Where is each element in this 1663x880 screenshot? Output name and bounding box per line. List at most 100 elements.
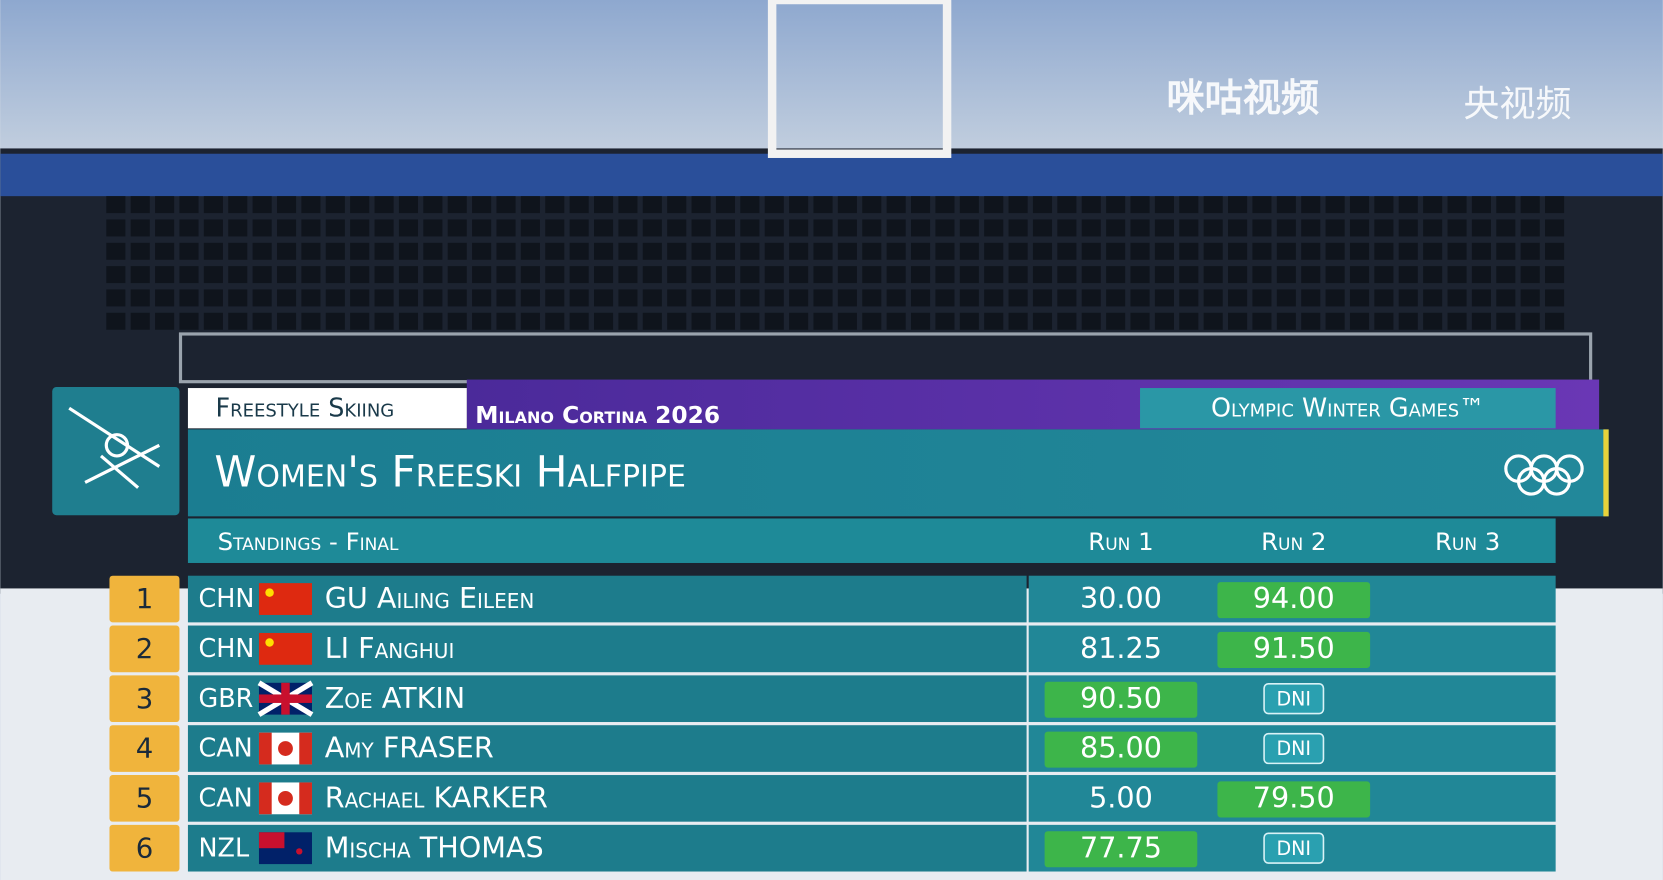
flag-canton — [258, 832, 285, 849]
seat — [447, 242, 467, 260]
seat — [1130, 312, 1150, 330]
score: 77.75 — [1080, 830, 1162, 864]
seat — [423, 266, 443, 284]
seat — [1301, 289, 1321, 307]
seat — [1228, 289, 1248, 307]
seat — [813, 196, 833, 214]
rank-box — [109, 725, 180, 772]
seat — [959, 196, 979, 214]
dni-badge — [1263, 683, 1325, 715]
seat — [1008, 242, 1028, 260]
seat — [1154, 219, 1174, 237]
seat — [911, 266, 931, 284]
seat — [1496, 266, 1516, 284]
seat — [228, 196, 248, 214]
seat — [1154, 289, 1174, 307]
seat — [984, 219, 1004, 237]
seat — [1471, 242, 1491, 260]
seat — [984, 289, 1004, 307]
seat — [301, 312, 321, 330]
seat — [155, 312, 175, 330]
seat — [984, 196, 1004, 214]
seat — [1106, 266, 1126, 284]
seat — [1154, 196, 1174, 214]
seat — [545, 289, 565, 307]
seat — [1057, 219, 1077, 237]
seat — [1496, 219, 1516, 237]
seat — [252, 196, 272, 214]
best-score-highlight — [1044, 831, 1198, 868]
seat — [1179, 266, 1199, 284]
athlete-name: Mischa THOMAS — [325, 830, 544, 864]
seat — [1398, 312, 1418, 330]
seat — [1130, 196, 1150, 214]
seat — [837, 289, 857, 307]
flag-star — [265, 588, 274, 597]
results-table: 1 CHN GU Ailing Eileen 30.00 94.00 2 CHN LI Fan… — [109, 575, 1556, 872]
seat — [984, 312, 1004, 330]
seat — [594, 312, 614, 330]
seat — [764, 289, 784, 307]
seat — [447, 266, 467, 284]
discipline-icon — [52, 386, 180, 516]
seat — [1301, 196, 1321, 214]
seat — [447, 312, 467, 330]
seat — [350, 242, 370, 260]
seat — [1252, 242, 1272, 260]
seat — [374, 242, 394, 260]
seat — [837, 266, 857, 284]
seat — [276, 196, 297, 214]
seat — [1496, 242, 1516, 260]
brand: Olympic Winter Games™ — [1211, 392, 1485, 422]
seat — [447, 289, 467, 307]
flag-band — [299, 782, 312, 815]
seat — [1032, 219, 1053, 237]
seat — [1057, 242, 1077, 260]
seat — [642, 219, 662, 237]
seat — [325, 196, 345, 214]
seat — [1106, 312, 1126, 330]
seat — [935, 196, 955, 214]
seat — [813, 312, 833, 330]
seat — [228, 289, 248, 307]
seat — [1520, 196, 1540, 214]
subtitle: Standings - Final — [218, 527, 399, 556]
athlete-name: Zoe ATKIN — [325, 681, 465, 715]
athlete-name: GU Ailing Eileen — [325, 581, 535, 615]
seat — [1252, 312, 1272, 330]
seat — [301, 289, 321, 307]
seat — [862, 312, 882, 330]
seat — [203, 196, 223, 214]
seat — [789, 266, 809, 284]
seat — [862, 242, 882, 260]
seat — [1471, 289, 1491, 307]
seat — [1106, 289, 1126, 307]
seat — [1398, 266, 1418, 284]
rank-box — [109, 625, 180, 673]
seat — [715, 266, 736, 284]
watermark: 央视频 — [1463, 84, 1571, 125]
flag-star — [265, 638, 274, 647]
best-score-highlight — [1044, 681, 1198, 718]
seat — [1325, 312, 1345, 330]
athlete-name: Amy FRASER — [325, 731, 494, 765]
seat — [179, 289, 199, 307]
noc: CAN — [199, 782, 253, 812]
seat — [1008, 219, 1028, 237]
seat — [472, 196, 492, 214]
seat — [667, 289, 687, 307]
score: 94.00 — [1253, 581, 1335, 615]
name-cell — [187, 625, 1027, 673]
seat — [740, 289, 760, 307]
seat — [1032, 242, 1053, 260]
flag-band — [299, 732, 312, 765]
seat — [1398, 289, 1418, 307]
rank: 3 — [136, 683, 154, 715]
seat — [398, 242, 419, 260]
seat — [715, 219, 736, 237]
seat — [350, 219, 370, 237]
seat — [959, 312, 979, 330]
seat — [1154, 266, 1174, 284]
seat — [618, 242, 638, 260]
